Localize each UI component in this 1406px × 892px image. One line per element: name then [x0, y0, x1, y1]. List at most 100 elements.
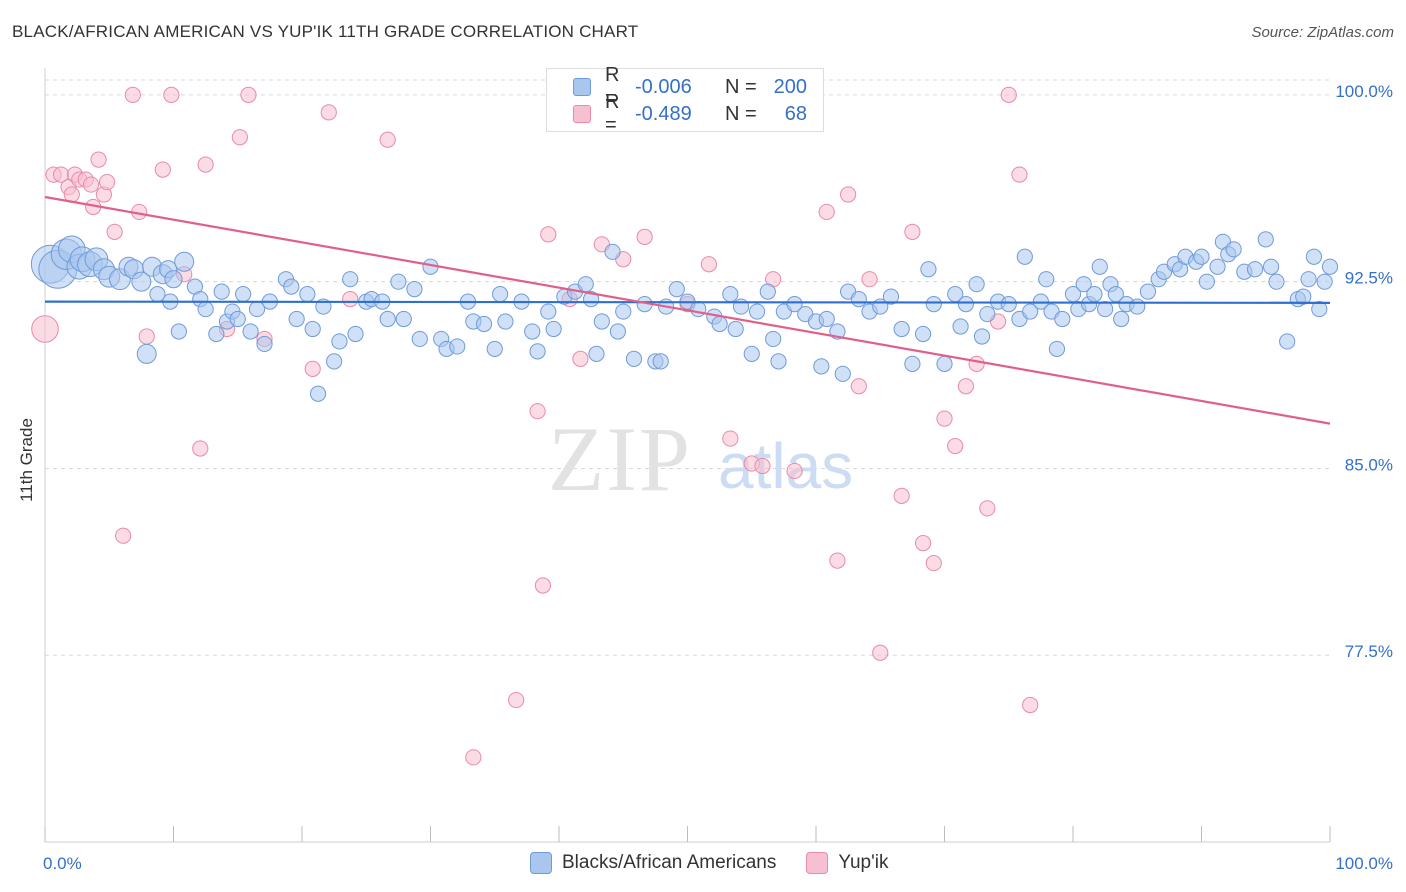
data-point-yupik: [1022, 696, 1039, 714]
data-point-black: [331, 333, 348, 350]
y-tick-label: 77.5%: [1345, 642, 1393, 661]
data-point-black: [170, 323, 187, 340]
data-point-yupik: [231, 129, 248, 146]
data-point-yupik: [82, 176, 100, 193]
data-point-black: [711, 315, 728, 333]
data-point-yupik: [99, 173, 116, 191]
data-point-black: [952, 318, 969, 335]
data-point-black: [727, 320, 744, 338]
data-point-yupik: [818, 203, 835, 221]
data-point-black: [1316, 273, 1333, 290]
data-point-yupik: [304, 360, 321, 377]
data-point-black: [1198, 273, 1215, 290]
data-point-yupik: [379, 131, 396, 148]
data-point-black: [615, 303, 632, 320]
data-point-yupik: [979, 500, 996, 517]
legend-n-label: N =: [725, 102, 757, 125]
data-point-black: [625, 350, 643, 367]
data-point-black: [395, 310, 412, 328]
data-point-black: [174, 251, 195, 272]
data-point-black: [411, 330, 428, 348]
data-point-black: [652, 353, 669, 370]
data-point-yupik: [700, 256, 718, 273]
data-point-black: [979, 305, 996, 323]
data-point-black: [577, 276, 594, 293]
legend-item-blacks[interactable]: Blacks/African Americans: [530, 852, 776, 874]
data-point-black: [1016, 248, 1033, 265]
data-point-yupik: [31, 315, 59, 343]
data-point-black: [1321, 258, 1339, 275]
data-point-yupik: [636, 228, 653, 245]
data-point-yupik: [163, 86, 180, 104]
data-point-yupik: [925, 554, 942, 572]
data-point-black: [759, 283, 776, 300]
data-point-black: [786, 295, 803, 313]
data-point-black: [1295, 288, 1312, 305]
data-point-yupik: [154, 161, 171, 178]
legend-swatch-pink: [573, 105, 591, 123]
chart-title: BLACK/AFRICAN AMERICAN VS YUP'IK 11TH GR…: [12, 22, 639, 41]
data-point-black: [235, 286, 252, 303]
watermark-atlas: atlas: [718, 430, 853, 502]
data-point-yupik: [90, 151, 107, 168]
legend-swatch-blue: [530, 852, 552, 874]
data-point-black: [1097, 300, 1114, 318]
data-point-black: [668, 281, 685, 298]
data-point-black: [604, 243, 621, 260]
data-point-black: [208, 325, 225, 343]
data-point-yupik: [840, 186, 857, 203]
data-point-black: [545, 320, 562, 338]
data-point-black: [256, 335, 273, 353]
data-point-yupik: [968, 355, 985, 372]
data-point-black: [342, 271, 359, 288]
data-point-black: [818, 310, 835, 328]
x-tick-label: 0.0%: [43, 854, 82, 873]
legend-swatch-pink: [806, 852, 829, 874]
x-tick-label: 100.0%: [1335, 854, 1393, 873]
axes: [44, 68, 1331, 843]
data-point-black: [1209, 258, 1226, 275]
y-tick-label: 85.0%: [1345, 455, 1393, 474]
data-point-yupik: [572, 350, 589, 367]
data-point-black: [449, 338, 466, 355]
data-point-black: [973, 328, 991, 345]
data-point-black: [749, 303, 766, 320]
data-point-black: [1225, 241, 1242, 258]
data-point-black: [540, 303, 557, 320]
legend-row-yupik: R = -0.489 N = 68: [573, 91, 807, 136]
data-point-yupik: [904, 223, 921, 240]
data-point-black: [1075, 276, 1092, 293]
data-point-yupik: [106, 223, 123, 240]
data-point-black: [406, 281, 423, 298]
data-point-black: [813, 358, 830, 375]
data-point-yupik: [240, 86, 257, 104]
data-point-yupik: [192, 440, 209, 457]
data-point-black: [765, 330, 782, 348]
legend-swatch-blue: [573, 78, 591, 96]
legend-item-yupik[interactable]: Yup'ik: [806, 852, 888, 874]
data-point-yupik: [465, 749, 482, 766]
data-point-black: [936, 355, 953, 372]
data-point-black: [497, 313, 514, 330]
data-point-black: [283, 278, 300, 295]
legend-r-label: R =: [605, 91, 620, 136]
data-point-yupik: [1000, 86, 1017, 104]
data-point-yupik: [138, 328, 155, 345]
data-point-black: [379, 310, 396, 328]
data-point-black: [1193, 248, 1210, 265]
data-point-black: [1048, 340, 1066, 358]
series-legend: Blacks/African Americans Yup'ik: [530, 852, 918, 874]
data-point-black: [743, 345, 760, 362]
legend-row-blacks: R = -0.006 N = 200: [573, 64, 807, 109]
trend-line-blacks: [44, 300, 1331, 304]
data-point-black: [326, 353, 343, 370]
data-point-yupik: [829, 552, 846, 569]
data-point-yupik: [540, 226, 557, 243]
data-point-black: [1268, 273, 1285, 290]
data-point-black: [722, 286, 739, 303]
data-point-yupik: [754, 457, 771, 475]
legend-n-label: N =: [725, 75, 757, 98]
data-point-black: [164, 270, 183, 289]
legend-label-blacks: Blacks/African Americans: [562, 852, 777, 873]
legend-r-value: -0.489: [635, 102, 692, 125]
